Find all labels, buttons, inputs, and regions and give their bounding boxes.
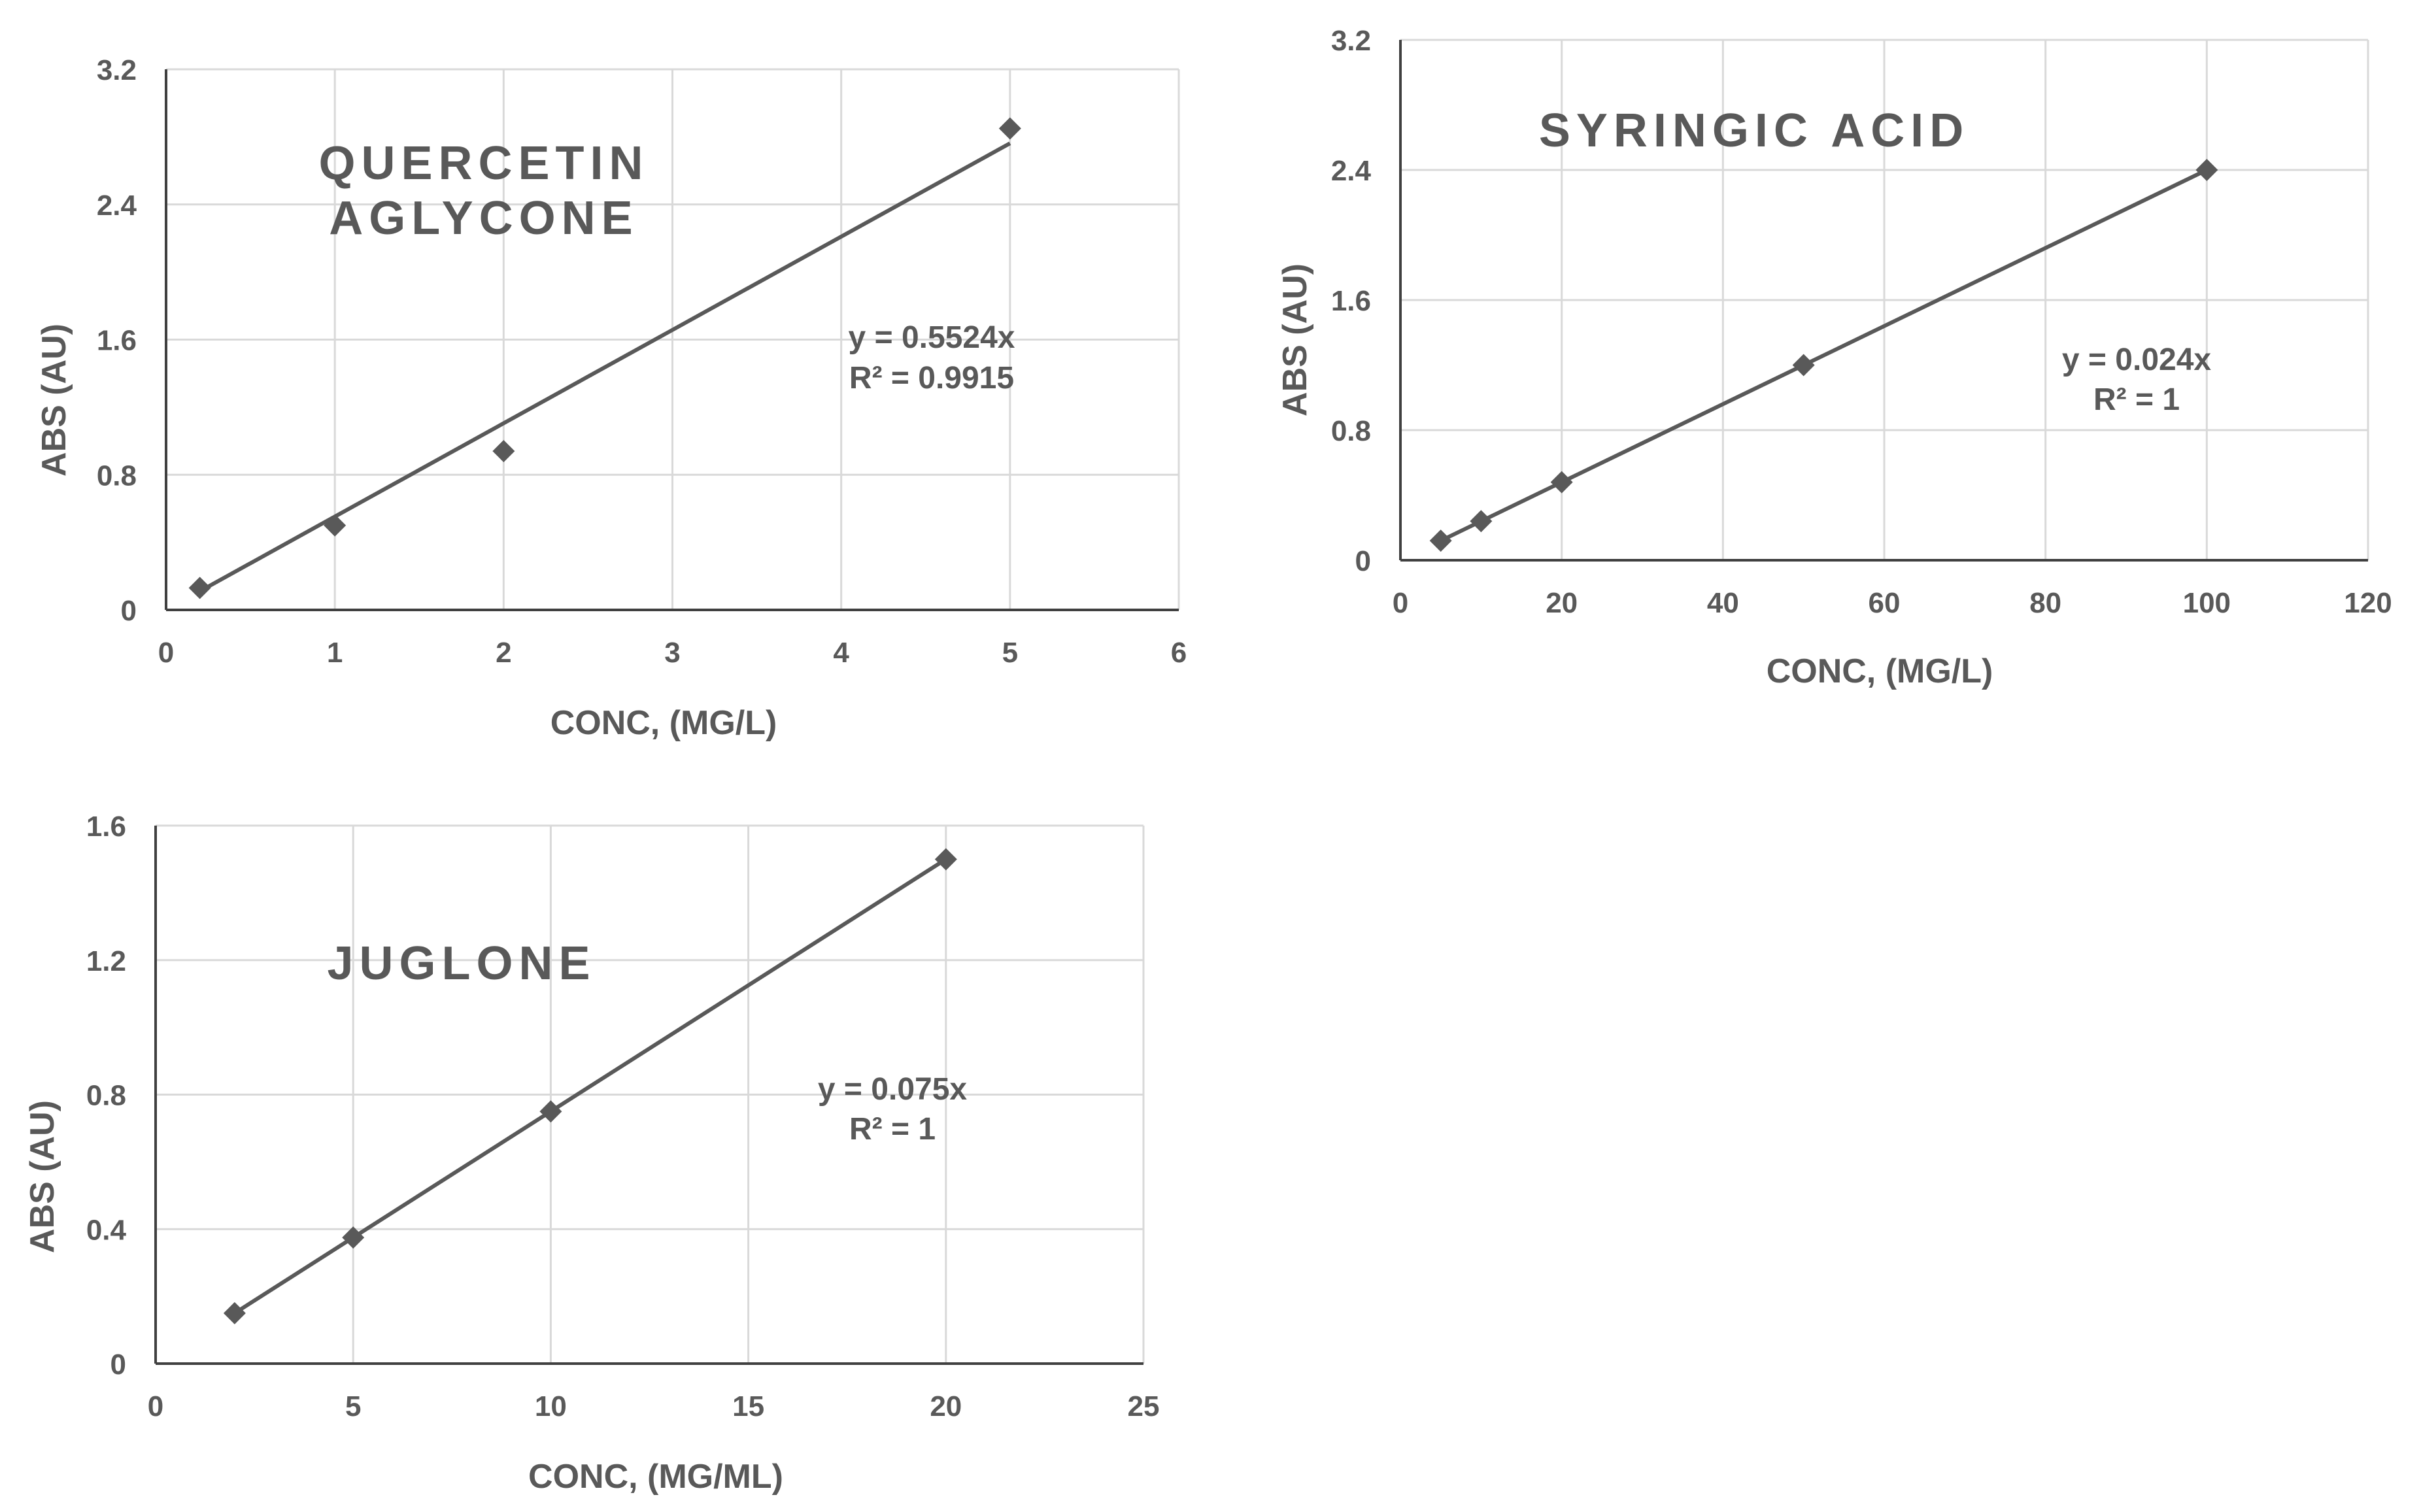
- y-tick-label: 0.4: [86, 1214, 127, 1246]
- y-tick-label: 3.2: [1331, 25, 1371, 57]
- x-tick-label: 120: [2344, 587, 2392, 619]
- y-tick-label: 0.8: [97, 460, 137, 492]
- data-point-marker: [1429, 529, 1452, 552]
- r-squared-label: R² = 1: [849, 1112, 936, 1147]
- y-tick-label: 1.2: [86, 945, 126, 977]
- r-squared-label: R² = 1: [2093, 382, 2180, 417]
- y-tick-labels: 0 0.8 1.6 2.4 3.2: [1331, 25, 1372, 577]
- x-tick-label: 25: [1128, 1390, 1160, 1422]
- x-tick-labels: 0 5 10 15 20 25: [148, 1390, 1160, 1422]
- y-tick-label: 2.4: [97, 190, 137, 222]
- x-tick-label: 0: [148, 1390, 163, 1422]
- x-tick-labels: 0 1 2 3 4 5 6: [158, 637, 1187, 669]
- data-point-marker: [324, 514, 347, 537]
- data-point-marker: [223, 1302, 246, 1324]
- r-squared-label: R² = 0.9915: [849, 361, 1014, 395]
- plot-frame: [1399, 40, 2368, 562]
- data-points: [1429, 159, 2218, 552]
- y-tick-label: 0: [110, 1349, 126, 1381]
- chart-title-line-1: QUERCETIN: [318, 137, 649, 190]
- y-tick-label: 1.6: [97, 325, 137, 357]
- trendline-equation: y = 0.024x: [2062, 343, 2212, 377]
- x-tick-labels: 0 20 40 60 80 100 120: [1393, 587, 2392, 619]
- x-axis-label: CONC, (MG/ML): [528, 1458, 783, 1496]
- data-point-marker: [934, 848, 957, 871]
- data-point-marker: [2195, 159, 2218, 181]
- y-tick-label: 0: [121, 595, 137, 627]
- data-point-marker: [342, 1226, 365, 1249]
- x-tick-label: 10: [535, 1390, 567, 1422]
- chart-title-line-2: AGLYCONE: [329, 192, 638, 244]
- y-tick-labels: 0 0.8 1.6 2.4 3.2: [97, 54, 137, 627]
- x-tick-label: 0: [158, 637, 174, 669]
- x-tick-label: 5: [1002, 637, 1018, 669]
- y-tick-label: 3.2: [97, 54, 137, 86]
- x-tick-label: 1: [327, 637, 343, 669]
- x-axis-label: CONC, (MG/L): [550, 704, 777, 742]
- data-point-marker: [188, 577, 211, 599]
- y-tick-labels: 0 0.4 0.8 1.2 1.6: [86, 811, 127, 1381]
- x-tick-label: 6: [1171, 637, 1187, 669]
- y-tick-label: 1.6: [86, 811, 126, 843]
- chart-juglone: 0 0.4 0.8 1.2 1.6 0 5 10 15 20 25 JUGLONE y = 0.0…: [24, 811, 1159, 1496]
- x-tick-label: 15: [732, 1390, 764, 1422]
- x-tick-label: 20: [1546, 587, 1578, 619]
- x-tick-label: 5: [345, 1390, 361, 1422]
- y-tick-label: 0: [1355, 545, 1371, 577]
- trendline-equation: y = 0.5524x: [849, 320, 1015, 355]
- x-tick-label: 40: [1707, 587, 1739, 619]
- x-tick-label: 100: [2183, 587, 2231, 619]
- chart-title: JUGLONE: [327, 937, 596, 990]
- y-axis-label: ABS (AU): [1276, 263, 1314, 416]
- plot-frame: [154, 826, 1143, 1365]
- x-tick-label: 2: [496, 637, 511, 669]
- x-tick-label: 3: [664, 637, 680, 669]
- data-point-marker: [539, 1100, 562, 1123]
- data-point-marker: [1470, 510, 1493, 533]
- data-point-marker: [998, 117, 1021, 140]
- chart-title: SYRINGIC ACID: [1539, 105, 1969, 157]
- gridlines: [165, 68, 1180, 611]
- y-tick-label: 0.8: [1331, 415, 1371, 447]
- data-point-marker: [1550, 471, 1573, 494]
- y-axis-label: ABS (AU): [35, 324, 73, 477]
- gridlines: [154, 824, 1145, 1365]
- x-tick-label: 20: [930, 1390, 962, 1422]
- x-tick-label: 4: [833, 637, 849, 669]
- y-tick-label: 0.8: [86, 1080, 126, 1112]
- trendline-equation: y = 0.075x: [818, 1072, 968, 1107]
- data-points: [223, 848, 957, 1324]
- y-tick-label: 2.4: [1331, 155, 1372, 187]
- data-point-marker: [1792, 354, 1815, 377]
- x-axis-label: CONC, (MG/L): [1767, 652, 1993, 690]
- x-tick-label: 60: [1869, 587, 1901, 619]
- chart-syringic-acid: 0 0.8 1.6 2.4 3.2 0 20 40 60 80 100 120 SYRINGIC A…: [1276, 25, 2392, 690]
- y-axis-label: ABS (AU): [24, 1100, 61, 1253]
- y-tick-label: 1.6: [1331, 285, 1371, 317]
- x-tick-label: 0: [1393, 587, 1408, 619]
- data-points: [188, 117, 1021, 599]
- x-tick-label: 80: [2029, 587, 2061, 619]
- chart-quercetin-aglycone: 0 0.8 1.6 2.4 3.2 0 1 2 3 4 5 6 QUERCETIN AGLYCONE…: [35, 54, 1187, 742]
- plot-frame: [165, 69, 1179, 611]
- data-point-marker: [492, 440, 515, 463]
